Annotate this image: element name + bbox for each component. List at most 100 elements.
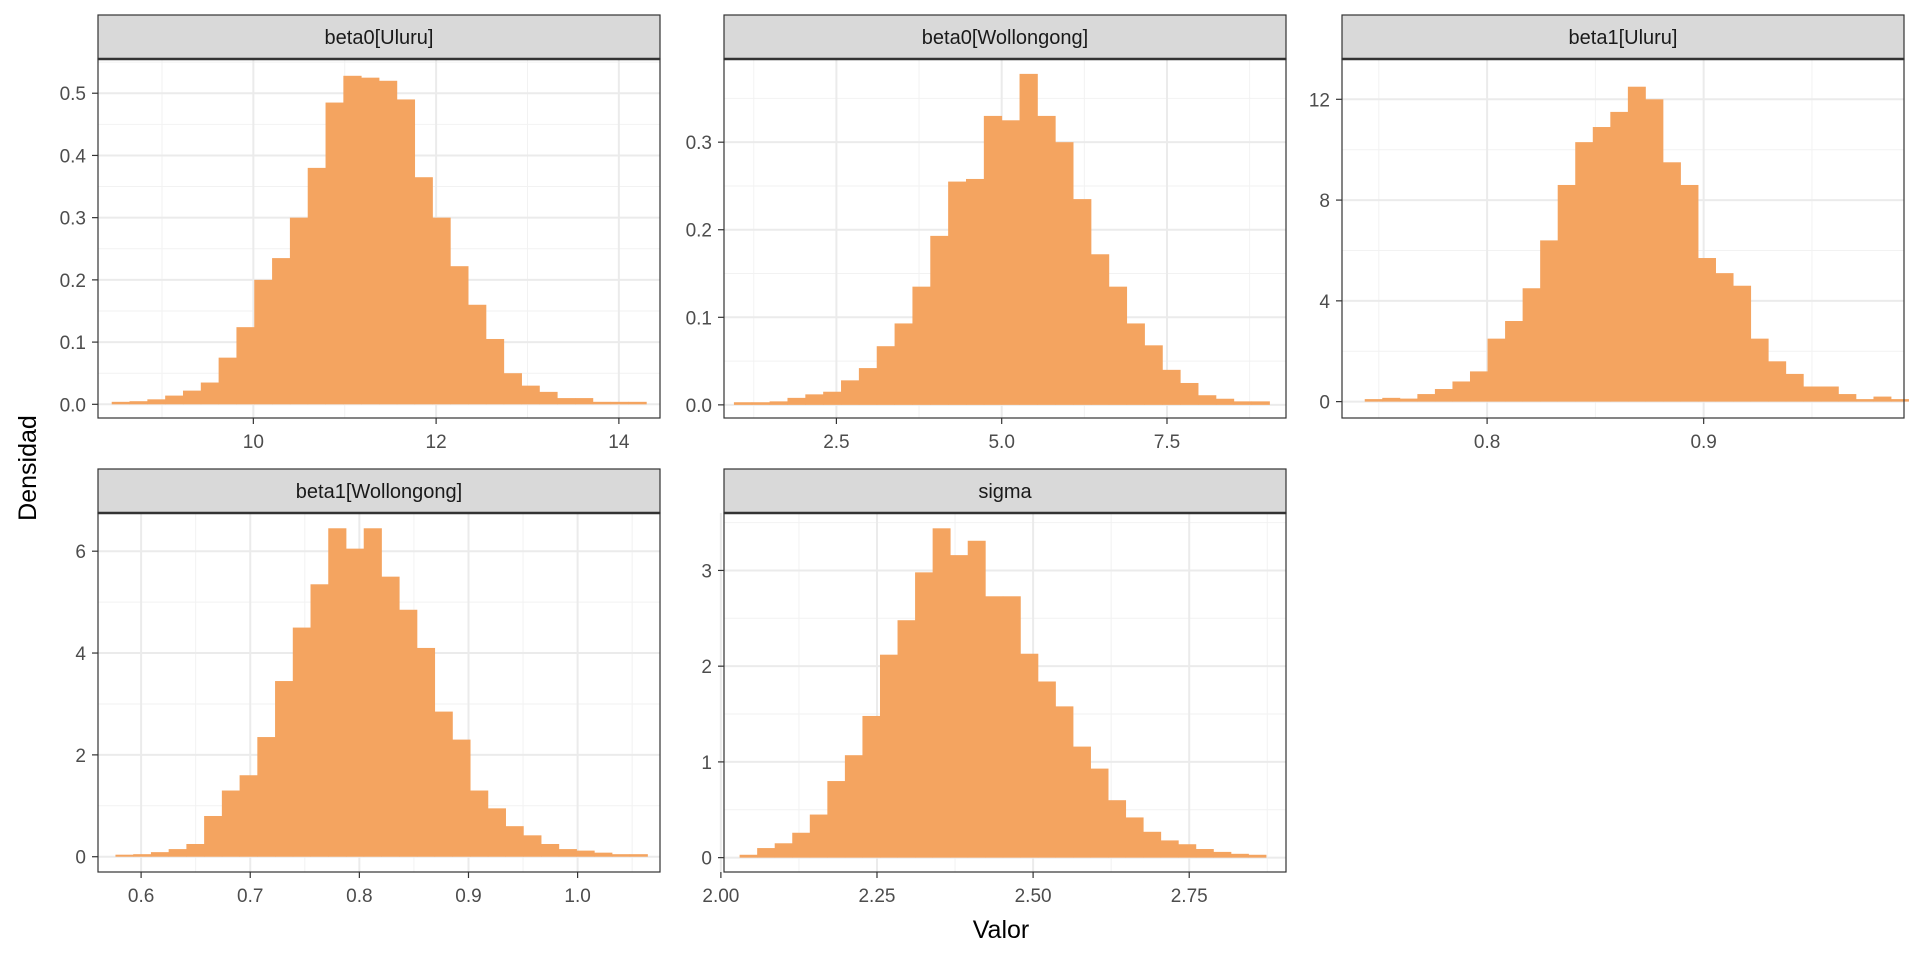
histogram-bar [254, 279, 273, 405]
histogram-bar [1522, 288, 1541, 402]
y-tick-label: 0.5 [60, 84, 86, 105]
histogram-bar [757, 848, 776, 858]
y-tick-label: 0.3 [686, 133, 712, 154]
y-tick-label: 0 [75, 848, 86, 869]
y-tick-label: 4 [1319, 292, 1330, 313]
y-tick-label: 2 [701, 657, 712, 678]
histogram-bar [1090, 254, 1110, 405]
histogram-bar [111, 401, 130, 405]
histogram-bar [1215, 398, 1235, 405]
histogram-bar [1610, 111, 1629, 402]
histogram-bar [628, 401, 647, 405]
y-tick-label: 0.1 [686, 308, 712, 329]
x-axis-title: Valor [973, 916, 1030, 944]
x-tick-label: 0.6 [128, 886, 154, 907]
histogram-bar [432, 217, 451, 405]
facet-strip [97, 14, 661, 60]
y-tick-label: 3 [701, 561, 712, 582]
histogram-bar [416, 647, 436, 857]
histogram-bar [236, 327, 255, 405]
histogram-bar [541, 843, 560, 857]
histogram-bar [414, 177, 433, 405]
histogram-bar [897, 620, 916, 858]
histogram-bar [1733, 285, 1752, 402]
histogram-bar [965, 178, 985, 405]
histogram-bar [594, 852, 613, 857]
histogram-bar [1785, 373, 1804, 402]
y-tick-label: 0.0 [60, 395, 86, 416]
histogram-bar [912, 286, 931, 405]
histogram-bar [521, 385, 540, 405]
histogram-bar [1505, 321, 1524, 402]
histogram-bar [739, 854, 758, 858]
histogram-bar [787, 397, 806, 405]
histogram-bar [1198, 395, 1217, 405]
histogram-bar [363, 528, 382, 857]
histogram-bar [275, 681, 294, 857]
histogram-bar [1019, 73, 1038, 405]
histogram-bar [1592, 127, 1611, 402]
histogram-bar [876, 346, 895, 405]
histogram-bar [1575, 142, 1594, 402]
histogram-bar [505, 826, 524, 857]
histogram-bar [1750, 338, 1769, 402]
y-tick-label: 0.0 [686, 396, 712, 417]
x-tick-label: 14 [608, 432, 630, 453]
facet-strip [1341, 14, 1905, 60]
histogram-bar [930, 235, 949, 405]
histogram-bar [361, 77, 380, 405]
x-tick-label: 2.5 [823, 432, 849, 453]
y-tick-label: 6 [75, 542, 86, 563]
histogram-bar [950, 555, 969, 858]
histogram-bar [186, 843, 205, 857]
y-tick-label: 1 [701, 753, 712, 774]
x-tick-label: 0.8 [1474, 432, 1500, 453]
histogram-bar [948, 181, 967, 405]
x-tick-label: 0.9 [1690, 432, 1716, 453]
histogram-bar [558, 849, 577, 857]
histogram-bar [1180, 382, 1199, 405]
facet-panel: beta1[Uluru] 0.8 0.9 0 4 8 12 [1309, 14, 1909, 453]
histogram-bar [844, 755, 863, 858]
histogram-bar [985, 596, 1004, 858]
facet-title: sigma [978, 481, 1032, 503]
histogram-bar [328, 528, 347, 857]
histogram-bar [983, 115, 1003, 405]
histogram-bar [611, 854, 631, 857]
facet-panel: beta0[Uluru] 10 12 14 0.0 0.1 0.2 0.3 0.4 0.5 [60, 14, 661, 453]
histogram-bar [200, 382, 220, 405]
histogram-bar [1399, 398, 1418, 402]
histogram-bar [751, 402, 771, 405]
histogram-bar [1820, 386, 1839, 402]
histogram-bar [1001, 120, 1020, 405]
x-tick-label: 2.25 [858, 886, 895, 907]
x-tick-label: 12 [426, 432, 447, 453]
histogram-bar [1213, 851, 1232, 858]
histogram-bar [147, 399, 166, 405]
histogram-bar [1627, 86, 1646, 402]
x-tick-label: 10 [243, 432, 264, 453]
histogram-bar [523, 835, 542, 857]
histogram-bar [307, 167, 326, 405]
histogram-bar [272, 258, 291, 405]
facet-strip [97, 468, 661, 514]
x-tick-label: 2.50 [1015, 886, 1052, 907]
histogram-bar [827, 781, 846, 858]
histogram-bar [1160, 840, 1179, 858]
histogram-bar [204, 815, 223, 857]
histogram-bar [289, 217, 309, 405]
histogram-bar [379, 80, 398, 405]
histogram-bar [1108, 286, 1128, 405]
histogram-bar [610, 401, 629, 405]
histogram-bar [629, 854, 648, 857]
histogram-bar [165, 395, 184, 405]
histogram-bar [1125, 817, 1144, 858]
histogram-bar [858, 368, 878, 405]
histogram-bar [221, 790, 240, 857]
facet-title: beta0[Uluru] [325, 27, 434, 49]
histogram-bar [1055, 706, 1074, 858]
histogram-bar [1838, 394, 1857, 402]
histogram-bar [1143, 831, 1162, 858]
histogram-bar [1434, 389, 1453, 402]
y-tick-label: 0.3 [60, 209, 86, 230]
